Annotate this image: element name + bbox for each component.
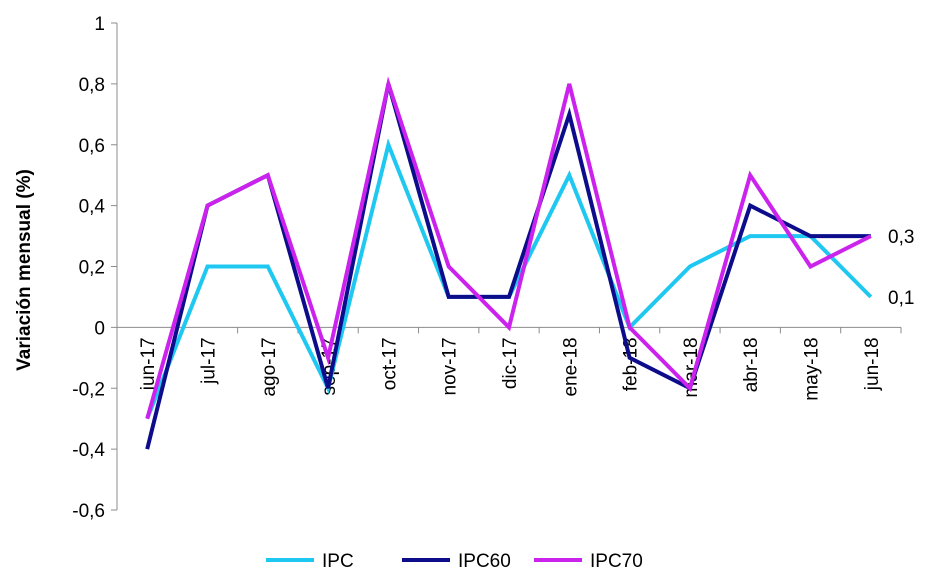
series-lines [145,76,873,450]
legend-label-ipc60: IPC60 [458,551,511,572]
x-tick-label: ago-17 [259,337,280,396]
y-axis: -0,6 -0,4 -0,2 0 0,2 0,4 0,6 0,8 1 [72,14,118,522]
end-data-label: 0,1 [888,288,914,309]
y-tick-label: -0,2 [72,379,105,400]
x-tick-label: abr-18 [741,337,762,392]
y-tick-label: -0,4 [72,440,105,461]
x-tick-label: oct-17 [379,337,400,390]
legend-label-ipc70: IPC70 [590,551,643,572]
legend-label-ipc: IPC [322,551,354,572]
series-line-ipc70 [145,76,872,420]
y-tick-label: 0 [94,318,105,339]
x-tick-label: jun-18 [862,337,883,391]
x-tick-label: ene-18 [560,337,581,396]
end-labels: 0,3 0,1 [888,227,914,309]
x-tick-label: jun-17 [138,337,159,391]
x-axis: jun-17 jul-17 ago-17 sep-17 oct-17 nov-17 dic-… [116,326,902,401]
y-tick-label: 0,4 [79,197,106,218]
y-axis-title: Variación mensual (%) [14,169,35,371]
y-tick-label: 0,8 [79,75,105,96]
x-tick-label: may-18 [802,337,823,400]
legend: IPC IPC60 IPC70 [266,551,643,572]
y-tick-label: -0,6 [72,501,105,522]
y-tick-label: 0,6 [79,136,105,157]
end-data-label: 0,3 [888,227,914,248]
y-tick-label: 0,2 [79,258,105,279]
x-tick-label: dic-17 [500,337,521,389]
x-tick-label: jul-17 [198,337,219,384]
y-tick-label: 1 [94,14,105,35]
x-tick-label: nov-17 [440,337,461,395]
